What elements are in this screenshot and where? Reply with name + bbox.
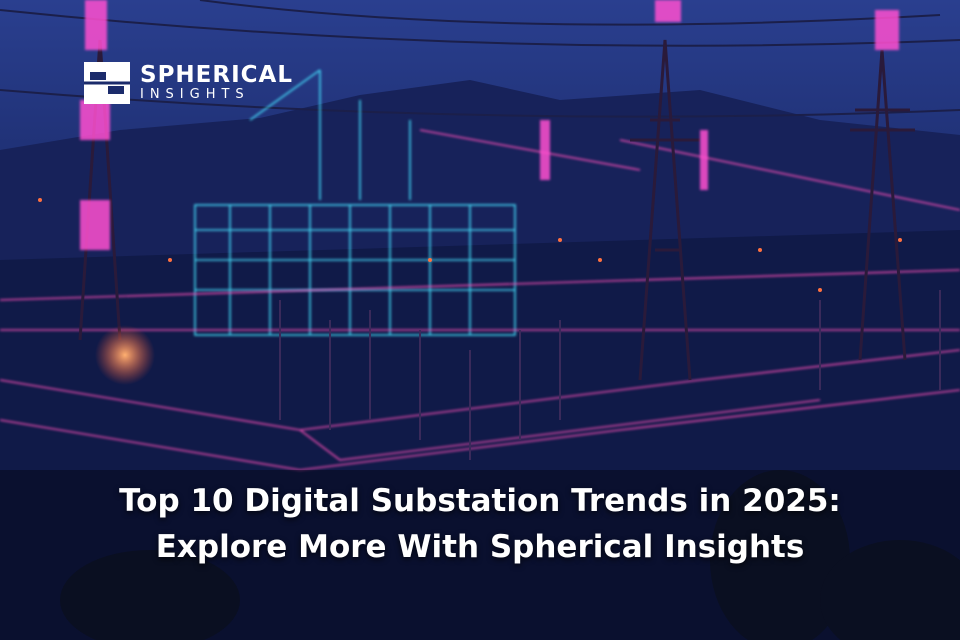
logo-mark [84, 62, 130, 104]
logo: SPHERICAL INSIGHTS [84, 62, 293, 104]
logo-name: SPHERICAL [140, 62, 293, 88]
headline-line: Explore More With Spherical Insights [155, 529, 805, 565]
headline-line: Top 10 Digital Substation Trends in 2025… [119, 483, 841, 519]
logo-text: SPHERICAL INSIGHTS [140, 63, 293, 103]
logo-tagline: INSIGHTS [140, 87, 250, 102]
headline: Top 10 Digital Substation Trends in 2025… [0, 478, 960, 570]
